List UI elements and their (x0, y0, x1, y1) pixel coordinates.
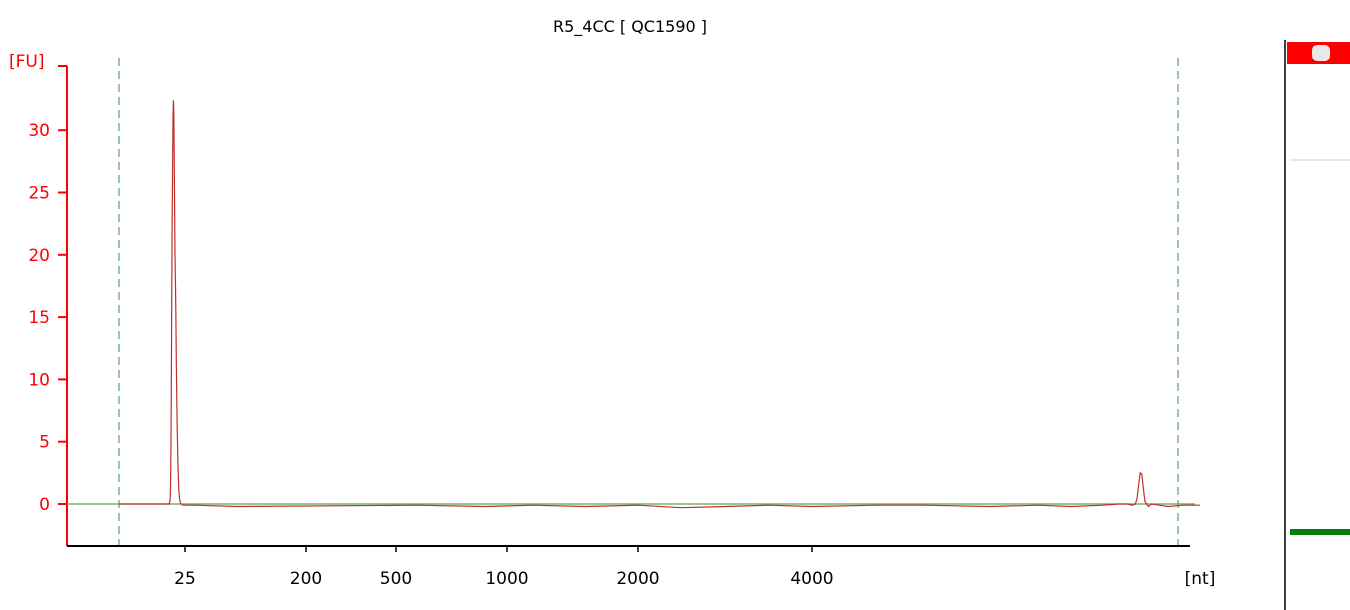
y-tick-label: 20 (28, 246, 50, 266)
chart-title: R5_4CC [ QC1590 ] (553, 17, 707, 37)
y-tick-label: 30 (28, 121, 50, 141)
y-tick-label: 25 (28, 184, 50, 204)
x-tick-label: 500 (380, 569, 412, 589)
gel-lane-panel (1284, 40, 1350, 610)
gel-faint-band (1290, 159, 1350, 161)
y-tick-label: 0 (39, 495, 50, 515)
y-tick-label: 5 (39, 433, 50, 453)
x-tick-label: 1000 (485, 569, 528, 589)
y-tick-label: 10 (28, 370, 50, 390)
x-tick-label: 200 (290, 569, 322, 589)
y-tick-label: 15 (28, 308, 50, 328)
x-tick-label: 4000 (790, 569, 833, 589)
x-tick-label: 25 (174, 569, 196, 589)
fluorescence-trace-line (119, 100, 1200, 509)
x-tick-label: 2000 (616, 569, 659, 589)
gel-marker-band (1290, 529, 1350, 535)
y-axis-ticks: 0 5 10 15 20 25 30 (28, 121, 67, 515)
x-axis-ticks: 25 200 500 1000 2000 4000 (174, 546, 834, 589)
gel-top-band-spot (1312, 45, 1330, 61)
x-axis-unit-label: [nt] (1185, 569, 1216, 589)
y-axis-unit-label: [FU] (9, 52, 45, 72)
